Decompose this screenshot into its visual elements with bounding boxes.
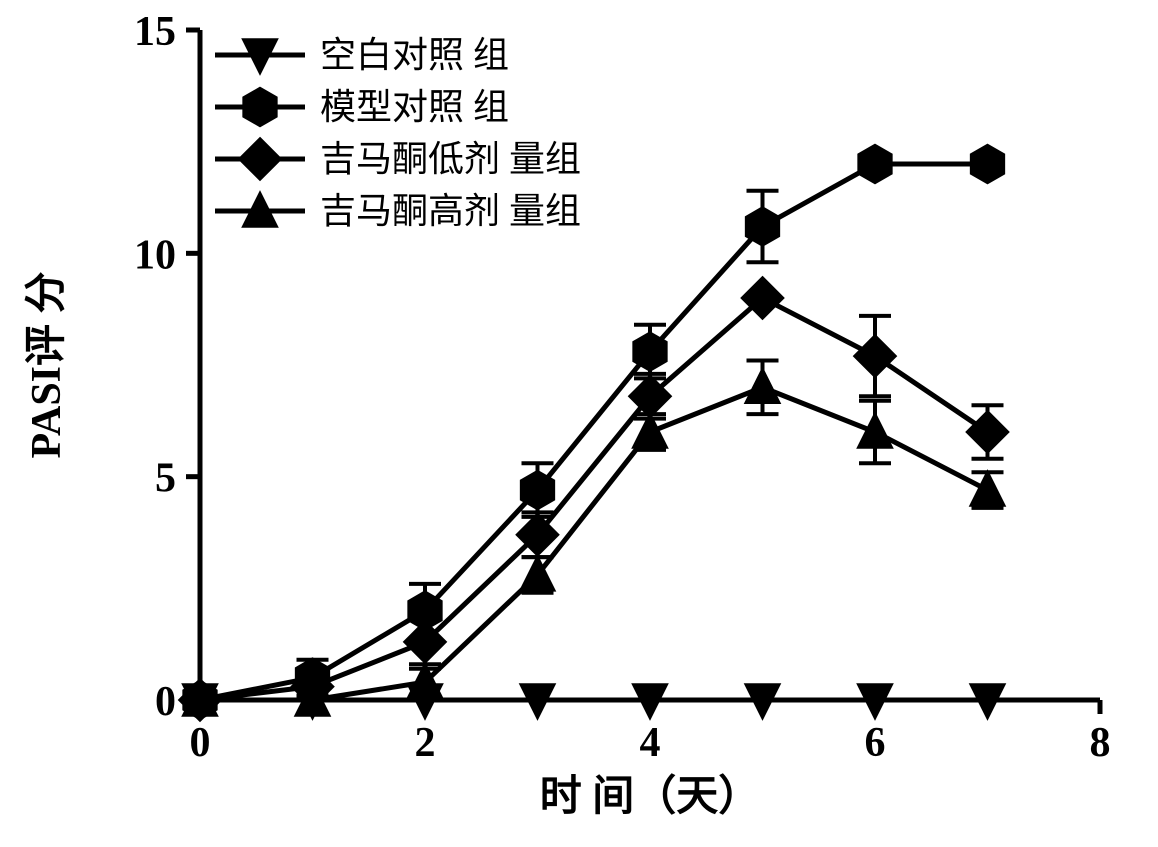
legend-item: 空白对照 组 [215, 35, 509, 75]
y-tick-label: 0 [155, 679, 176, 725]
x-tick-label: 4 [640, 720, 661, 766]
marker-diamond [238, 137, 281, 180]
x-tick-label: 0 [190, 720, 211, 766]
marker-diamond [966, 410, 1009, 453]
marker-triangle-up [745, 368, 781, 404]
legend-item: 模型对照 组 [215, 87, 509, 127]
y-tick-label: 5 [155, 456, 176, 502]
marker-triangle-up [970, 470, 1006, 506]
x-tick-label: 6 [865, 720, 886, 766]
x-axis-title: 时 间（天） [540, 773, 761, 820]
marker-triangle-up [857, 412, 893, 448]
y-axis-title: PASI评 分 [24, 271, 70, 458]
legend-label: 模型对照 组 [320, 87, 509, 127]
chart-svg: 0 2 4 6 8 0 5 10 15 PASI评 分时 间（天） 空白对照 组模型对照 组吉马酮低… [0, 0, 1158, 847]
legend-label: 吉马酮高剂 量组 [320, 191, 581, 231]
marker-hexagon [970, 144, 1004, 184]
chart-container: 0 2 4 6 8 0 5 10 15 PASI评 分时 间（天） 空白对照 组模型对照 组吉马酮低… [0, 0, 1158, 847]
y-tick-label: 10 [134, 232, 176, 278]
legend: 空白对照 组模型对照 组吉马酮低剂 量组吉马酮高剂 量组 [215, 35, 581, 231]
marker-hexagon [243, 87, 277, 127]
marker-diamond [853, 334, 896, 377]
x-tick-label: 8 [1090, 720, 1111, 766]
legend-item: 吉马酮高剂 量组 [215, 191, 581, 231]
svg-text:PASI评 分: PASI评 分 [24, 271, 70, 458]
legend-item: 吉马酮低剂 量组 [215, 137, 581, 180]
legend-label: 空白对照 组 [320, 35, 509, 75]
legend-label: 吉马酮低剂 量组 [320, 139, 581, 179]
y-tick-label: 15 [134, 9, 176, 55]
x-tick-label: 2 [415, 720, 436, 766]
marker-hexagon [858, 144, 892, 184]
